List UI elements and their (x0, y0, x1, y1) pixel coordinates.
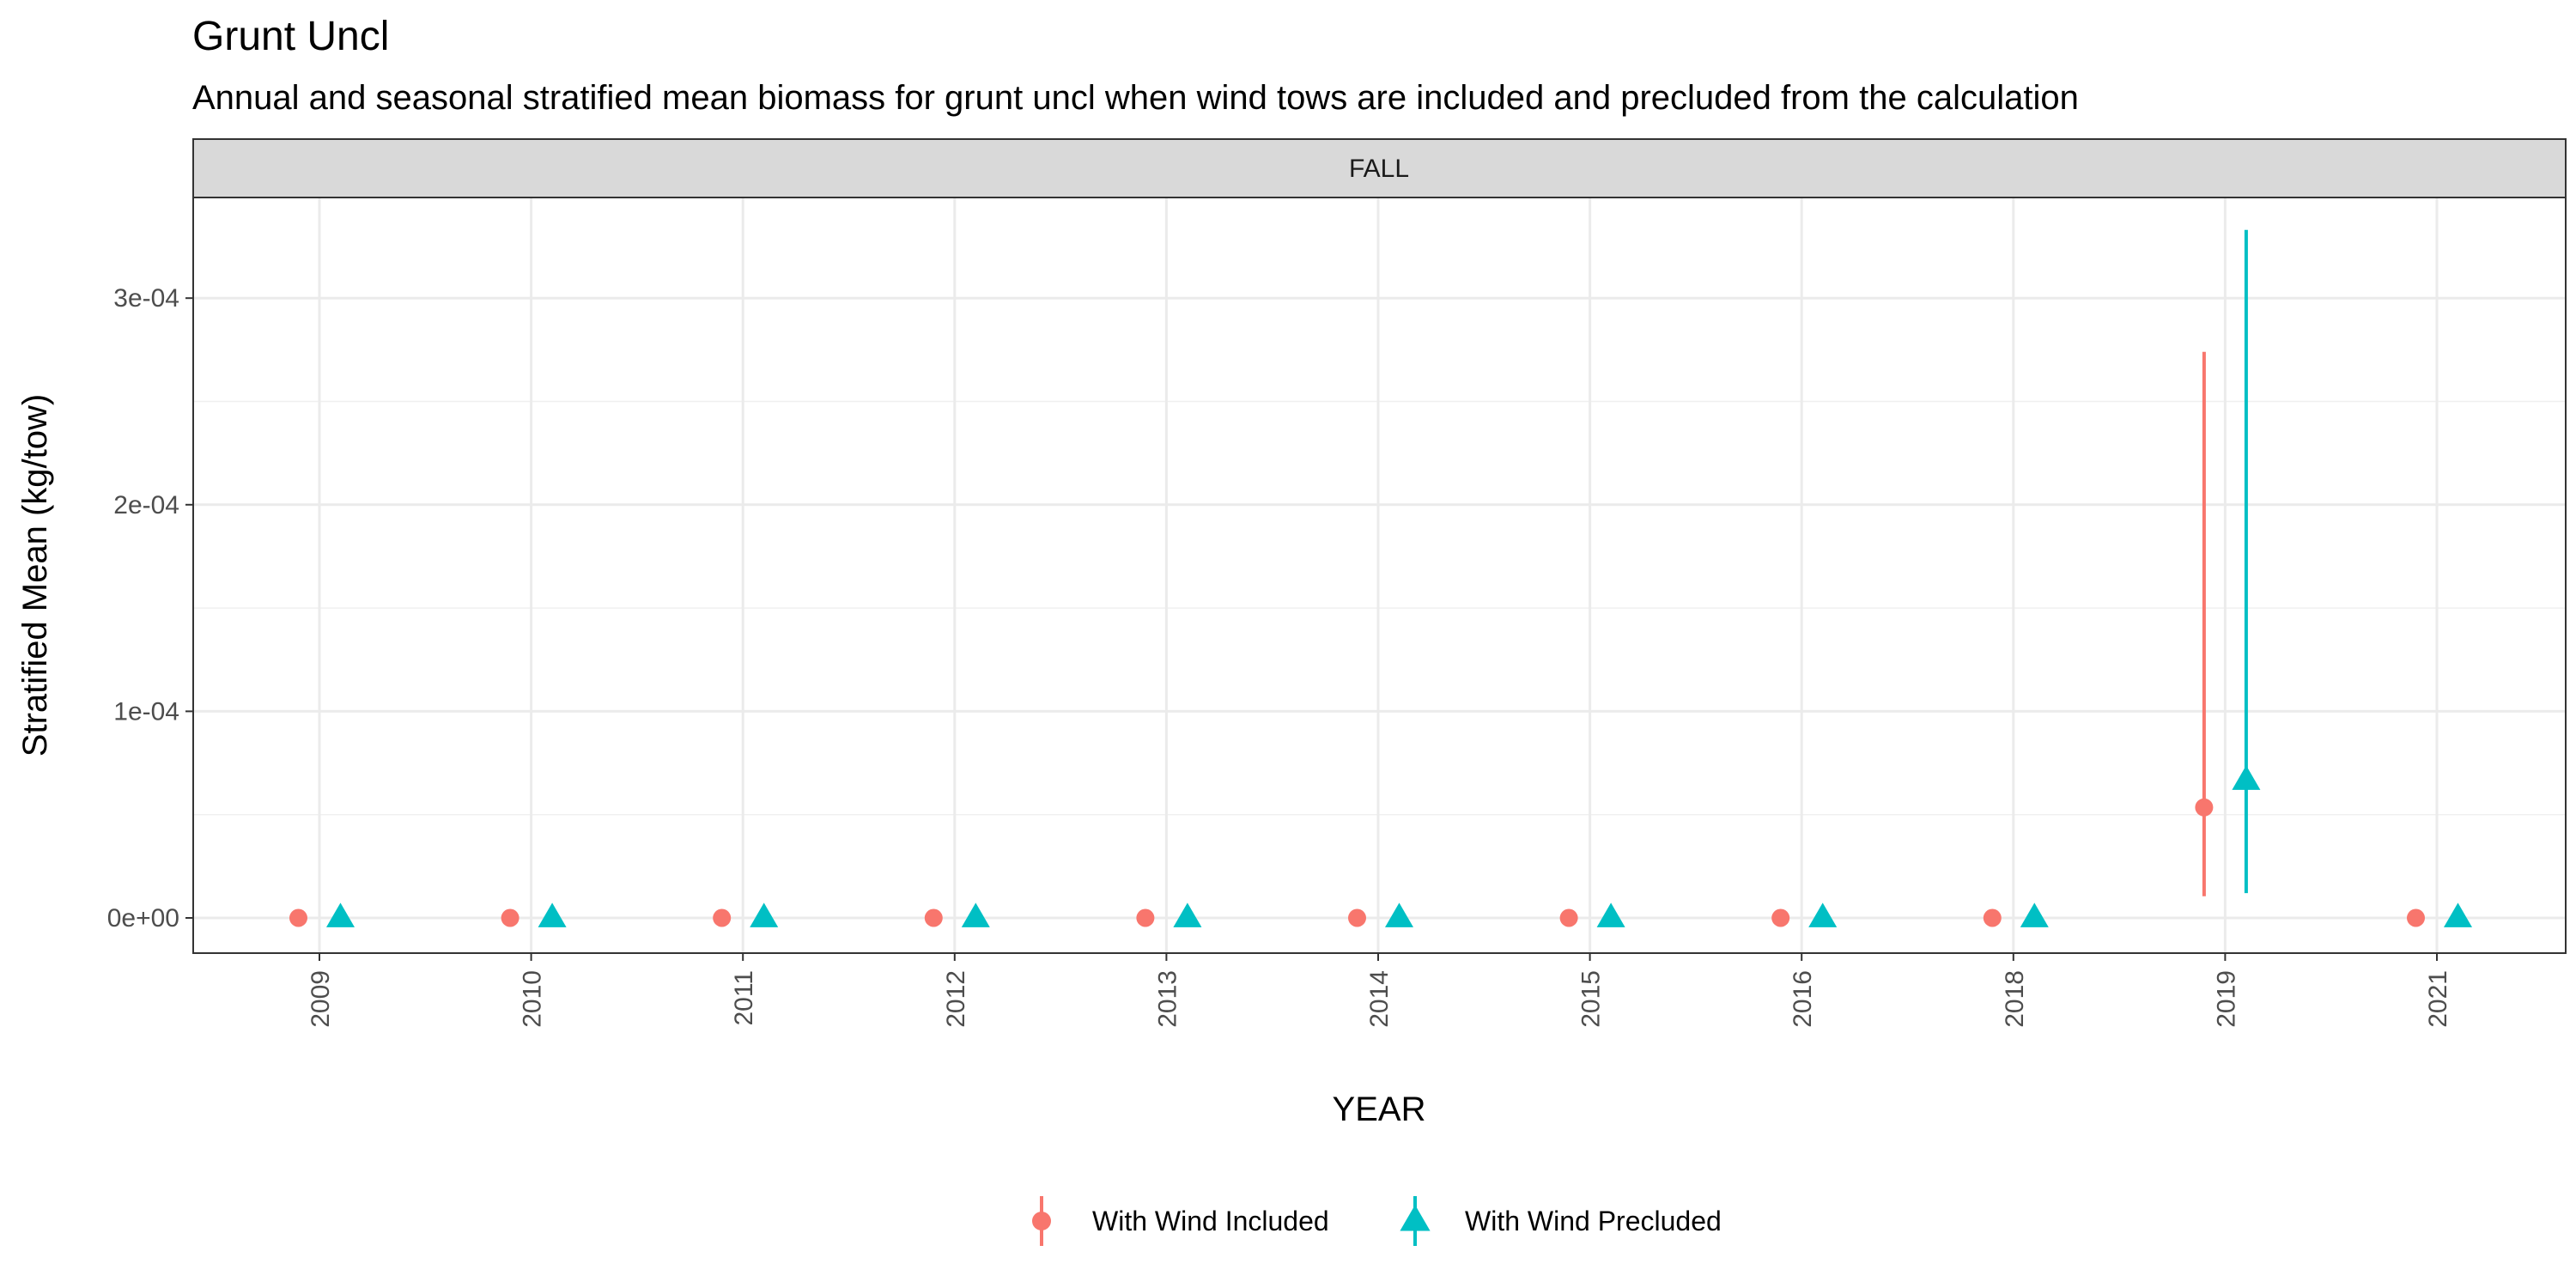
y-tick-label: 2e-04 (113, 491, 179, 519)
chart-title: Grunt Uncl (192, 14, 389, 59)
y-tick-label: 3e-04 (113, 284, 179, 313)
y-axis-title: Stratified Mean (kg/tow) (16, 394, 54, 756)
x-tick-label: 2010 (519, 970, 547, 1028)
x-tick-label: 2013 (1153, 970, 1182, 1028)
x-tick-label: 2016 (1789, 970, 1817, 1028)
data-point (750, 902, 779, 927)
legend-label: With Wind Included (1092, 1206, 1329, 1236)
x-tick-label: 2009 (307, 970, 335, 1028)
chart-subtitle: Annual and seasonal stratified mean biom… (192, 79, 2079, 117)
data-point (1136, 908, 1155, 927)
data-point (2195, 798, 2214, 817)
legend-key-triangle (1400, 1205, 1431, 1231)
data-point (924, 908, 943, 927)
data-point (1385, 902, 1413, 927)
data-point (326, 902, 355, 927)
x-tick-label: 2021 (2424, 970, 2452, 1028)
x-tick-label: 2019 (2212, 970, 2240, 1028)
x-tick-label: 2012 (942, 970, 970, 1028)
data-point (2407, 908, 2425, 927)
data-point (2232, 765, 2261, 790)
x-tick-label: 2015 (1577, 970, 1606, 1028)
x-tick-label: 2018 (2001, 970, 2029, 1028)
grid-lines (193, 197, 2566, 953)
x-axis-title: YEAR (1333, 1091, 1426, 1128)
data-point (1983, 908, 2002, 927)
data-point (1348, 908, 1366, 927)
data-point (1596, 902, 1625, 927)
data-point (1559, 908, 1578, 927)
legend-item: With Wind Precluded (1400, 1196, 1722, 1246)
facet-strip (192, 138, 2567, 198)
y-tick-label: 0e+00 (107, 904, 179, 933)
data-point (961, 902, 990, 927)
data-point (1771, 908, 1790, 927)
facet-strip-label: FALL (1349, 155, 1409, 183)
x-tick-label: 2011 (730, 970, 758, 1026)
data-point (2020, 902, 2049, 927)
data-point (713, 908, 732, 927)
x-tick-label: 2014 (1365, 970, 1394, 1028)
data-marks (289, 229, 2472, 927)
plot-panel-border (192, 197, 2567, 954)
data-point (538, 902, 567, 927)
legend: With Wind Included With Wind Precluded (1032, 1196, 1722, 1246)
axes: 0e+00 1e-04 2e-04 3e-04 2009 2010 2011 2012 2013… (107, 284, 2452, 1028)
legend-item: With Wind Included (1032, 1196, 1329, 1246)
legend-label: With Wind Precluded (1465, 1206, 1722, 1236)
data-point (501, 908, 519, 927)
data-point (2444, 902, 2472, 927)
data-point (289, 908, 307, 927)
y-tick-label: 1e-04 (113, 697, 179, 726)
legend-key-circle (1032, 1212, 1051, 1230)
data-point (1808, 902, 1838, 927)
data-point (1173, 902, 1202, 927)
